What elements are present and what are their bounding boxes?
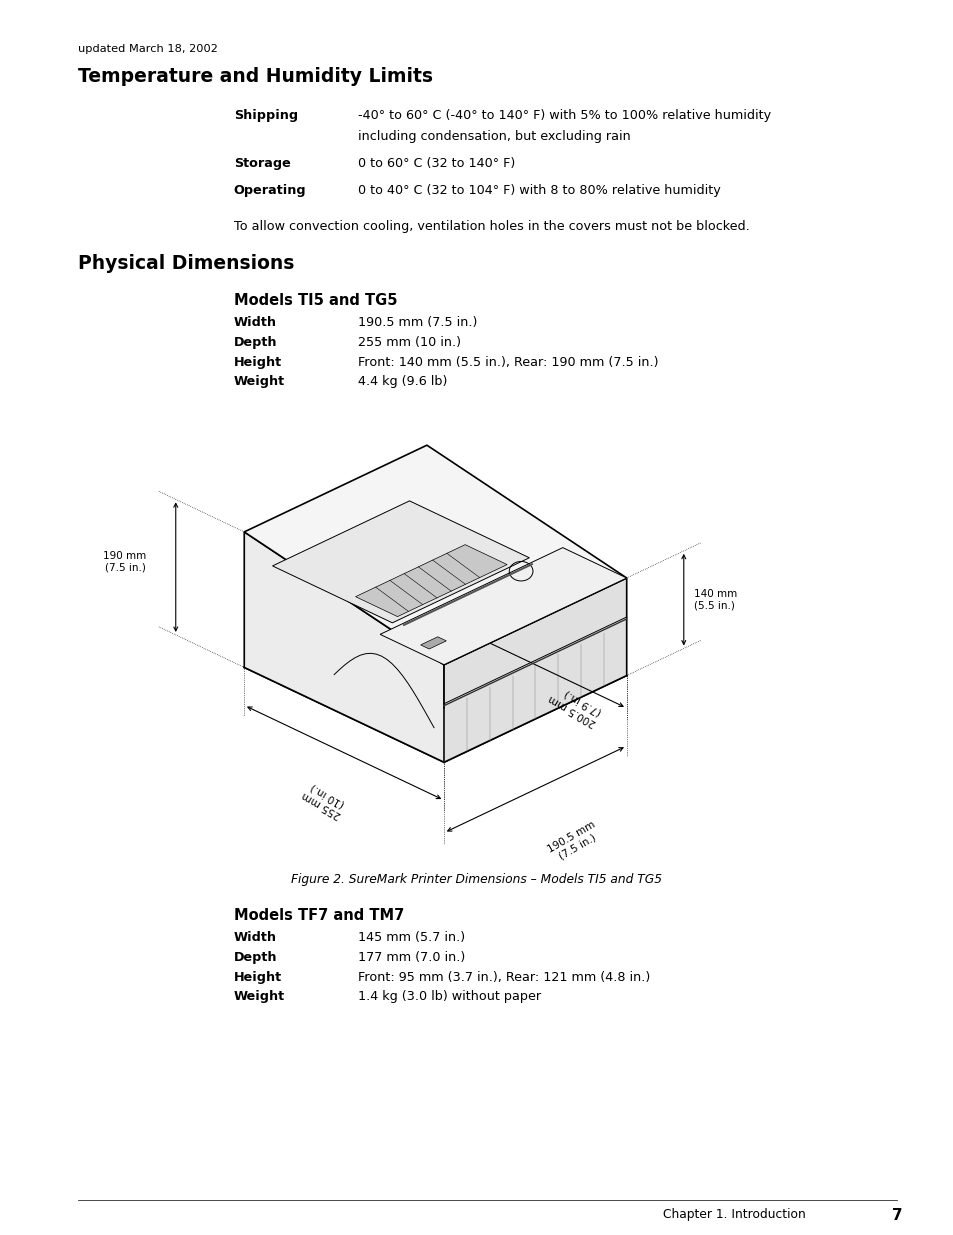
Text: 190.5 mm
(7.5 in.): 190.5 mm (7.5 in.) xyxy=(546,819,602,864)
Text: Width: Width xyxy=(233,316,276,330)
Text: -40° to 60° C (-40° to 140° F) with 5% to 100% relative humidity: -40° to 60° C (-40° to 140° F) with 5% t… xyxy=(357,109,770,122)
Text: 190 mm
(7.5 in.): 190 mm (7.5 in.) xyxy=(103,551,146,573)
Text: Physical Dimensions: Physical Dimensions xyxy=(78,254,294,273)
Polygon shape xyxy=(244,445,626,664)
Polygon shape xyxy=(420,637,446,648)
Text: updated March 18, 2002: updated March 18, 2002 xyxy=(78,44,218,54)
Text: Chapter 1. Introduction: Chapter 1. Introduction xyxy=(662,1208,805,1221)
Text: Operating: Operating xyxy=(233,184,306,198)
Text: Storage: Storage xyxy=(233,157,290,170)
Text: 190.5 mm (7.5 in.): 190.5 mm (7.5 in.) xyxy=(357,316,476,330)
Text: Depth: Depth xyxy=(233,336,277,350)
Polygon shape xyxy=(273,501,529,622)
Text: 1.4 kg (3.0 lb) without paper: 1.4 kg (3.0 lb) without paper xyxy=(357,990,540,1004)
Polygon shape xyxy=(443,578,626,762)
Text: Front: 95 mm (3.7 in.), Rear: 121 mm (4.8 in.): Front: 95 mm (3.7 in.), Rear: 121 mm (4.… xyxy=(357,971,649,984)
Text: 255 mm (10 in.): 255 mm (10 in.) xyxy=(357,336,460,350)
Polygon shape xyxy=(244,532,443,762)
Text: Models TF7 and TM7: Models TF7 and TM7 xyxy=(233,908,403,923)
Text: including condensation, but excluding rain: including condensation, but excluding ra… xyxy=(357,130,630,143)
Text: 4.4 kg (9.6 lb): 4.4 kg (9.6 lb) xyxy=(357,375,447,389)
Text: Shipping: Shipping xyxy=(233,109,297,122)
Text: 145 mm (5.7 in.): 145 mm (5.7 in.) xyxy=(357,931,464,945)
Polygon shape xyxy=(355,545,507,616)
Text: 0 to 60° C (32 to 140° F): 0 to 60° C (32 to 140° F) xyxy=(357,157,515,170)
Text: 7: 7 xyxy=(891,1208,902,1223)
Text: 177 mm (7.0 in.): 177 mm (7.0 in.) xyxy=(357,951,464,965)
Text: 200.5 mm
(7.9 in.): 200.5 mm (7.9 in.) xyxy=(546,682,602,727)
Text: 140 mm
(5.5 in.): 140 mm (5.5 in.) xyxy=(693,589,736,610)
Text: Figure 2. SureMark Printer Dimensions – Models TI5 and TG5: Figure 2. SureMark Printer Dimensions – … xyxy=(292,873,661,887)
Text: Temperature and Humidity Limits: Temperature and Humidity Limits xyxy=(78,67,433,85)
Text: Front: 140 mm (5.5 in.), Rear: 190 mm (7.5 in.): Front: 140 mm (5.5 in.), Rear: 190 mm (7… xyxy=(357,356,658,369)
Text: Width: Width xyxy=(233,931,276,945)
Text: 0 to 40° C (32 to 104° F) with 8 to 80% relative humidity: 0 to 40° C (32 to 104° F) with 8 to 80% … xyxy=(357,184,720,198)
Text: Weight: Weight xyxy=(233,990,285,1004)
Text: Depth: Depth xyxy=(233,951,277,965)
Polygon shape xyxy=(379,547,626,664)
Text: Models TI5 and TG5: Models TI5 and TG5 xyxy=(233,293,396,308)
Text: Weight: Weight xyxy=(233,375,285,389)
Text: To allow convection cooling, ventilation holes in the covers must not be blocked: To allow convection cooling, ventilation… xyxy=(233,220,749,233)
Text: 255 mm
(10 in.): 255 mm (10 in.) xyxy=(300,779,348,820)
Text: Height: Height xyxy=(233,356,281,369)
Text: Height: Height xyxy=(233,971,281,984)
